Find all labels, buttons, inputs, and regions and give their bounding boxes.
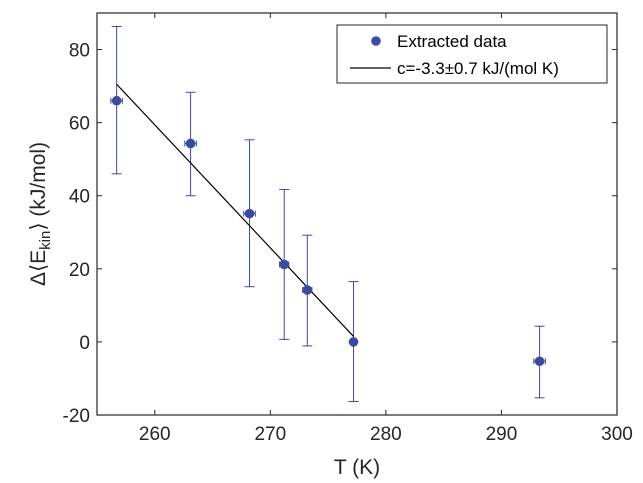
legend-label-data: Extracted data xyxy=(397,32,507,51)
x-tick-label: 280 xyxy=(370,424,402,445)
y-axis-label: Δ⟨Ekin⟩ (kJ/mol) xyxy=(27,142,54,286)
y-axis-label-subscript: kin xyxy=(37,231,54,250)
y-tick-label: 0 xyxy=(79,333,90,354)
data-point xyxy=(279,259,290,270)
y-tick-label: 20 xyxy=(69,260,90,281)
legend: Extracted data c=-3.3±0.7 kJ/(mol K) xyxy=(336,24,608,84)
y-axis: -20 0 20 40 60 80 xyxy=(63,41,617,427)
legend-box xyxy=(336,24,608,84)
points-layer xyxy=(111,95,545,367)
y-tick-label: 60 xyxy=(69,114,90,135)
y-axis-label-prefix: Δ⟨E xyxy=(27,250,50,286)
x-tick-label: 270 xyxy=(254,424,286,445)
legend-label-fit: c=-3.3±0.7 kJ/(mol K) xyxy=(397,59,559,78)
legend-marker-data xyxy=(371,36,381,46)
y-axis-label-suffix: ⟩ (kJ/mol) xyxy=(27,142,50,231)
data-point xyxy=(348,337,359,347)
plot-frame xyxy=(96,12,618,416)
y-tick-label: 40 xyxy=(69,187,90,208)
data-point xyxy=(111,95,122,106)
x-axis: 260 270 280 290 300 xyxy=(139,13,633,445)
fit-line xyxy=(116,83,354,337)
data-point xyxy=(185,138,196,149)
data-point xyxy=(534,356,545,367)
data-point xyxy=(302,285,313,295)
y-tick-label: 80 xyxy=(69,41,90,62)
x-tick-label: 290 xyxy=(486,424,518,445)
fit-line-layer xyxy=(116,83,354,337)
x-tick-label: 260 xyxy=(139,424,171,445)
x-tick-label: 300 xyxy=(601,424,633,445)
y-tick-label: -20 xyxy=(63,406,90,427)
x-axis-label: T (K) xyxy=(334,456,380,479)
data-point xyxy=(244,208,255,219)
